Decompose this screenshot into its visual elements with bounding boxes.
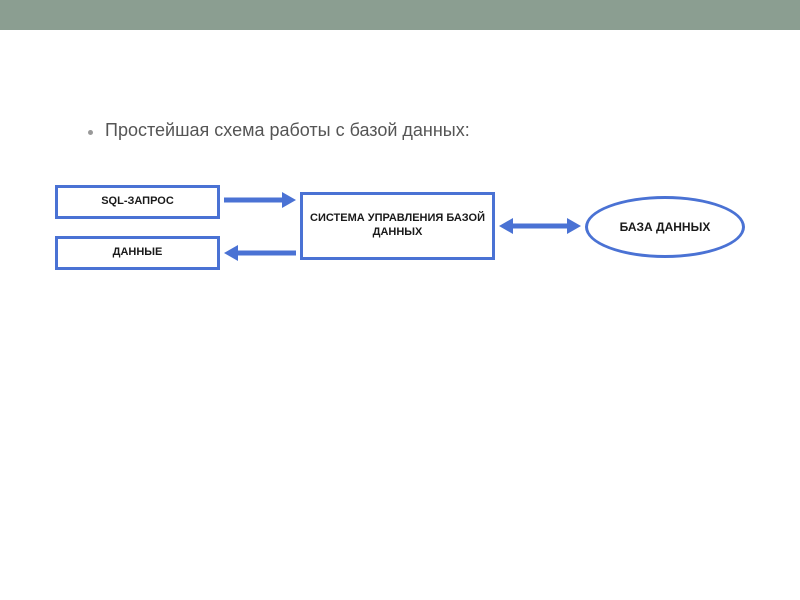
node-label: БАЗА ДАННЫХ [620,220,711,235]
bullet-dot [88,130,93,135]
top-bar [0,0,800,30]
arrows-layer [0,0,800,600]
node-dbms: СИСТЕМА УПРАВЛЕНИЯ БАЗОЙ ДАННЫХ [300,192,495,260]
node-sql-query: SQL-ЗАПРОС [55,185,220,219]
node-label: SQL-ЗАПРОС [101,195,174,209]
node-database: БАЗА ДАННЫХ [585,196,745,258]
node-label: ДАННЫЕ [113,246,163,260]
node-label: СИСТЕМА УПРАВЛЕНИЯ БАЗОЙ ДАННЫХ [309,212,486,240]
page-title: Простейшая схема работы с базой данных: [105,120,470,141]
node-data: ДАННЫЕ [55,236,220,270]
